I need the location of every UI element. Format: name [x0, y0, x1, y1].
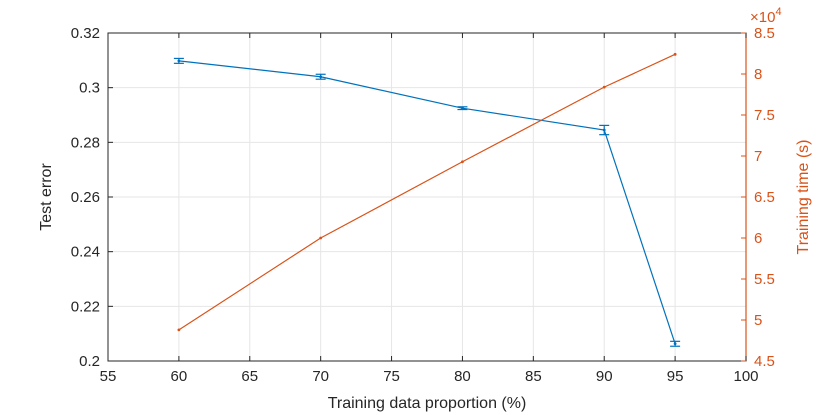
x-tick-label: 55 [100, 368, 117, 385]
data-point-right [319, 236, 323, 240]
y-left-tick-label: 0.2 [79, 353, 100, 370]
x-tick-label: 85 [525, 368, 542, 385]
y-right-tick-label: 6.5 [754, 189, 775, 206]
x-axis-title: Training data proportion (%) [328, 395, 527, 412]
y-right-tick-label: 7 [754, 148, 762, 165]
y-left-tick-label: 0.28 [71, 134, 100, 151]
y-right-tick-label: 8.5 [754, 25, 775, 42]
x-tick-label: 75 [383, 368, 400, 385]
data-point-right [673, 52, 677, 56]
x-tick-label: 70 [312, 368, 329, 385]
x-tick-label: 65 [241, 368, 258, 385]
y-left-tick-label: 0.3 [79, 80, 100, 97]
x-tick-label: 90 [596, 368, 613, 385]
y-right-tick-label: 7.5 [754, 107, 775, 124]
ticks: 55 60 65 70 75 80 85 90 95 1000.20.220.240.260.28… [71, 25, 775, 385]
multiplier-base: ×10 [750, 9, 775, 26]
y-right-multiplier: ×104 [750, 6, 782, 26]
y-left-tick-label: 0.24 [71, 244, 100, 261]
x-tick-label: 80 [454, 368, 471, 385]
y-left-axis-title: Test error [38, 163, 55, 231]
y-left-tick-label: 0.22 [71, 298, 100, 315]
y-right-tick-label: 6 [754, 230, 762, 247]
y-right-tick-label: 4.5 [754, 353, 775, 370]
series-line-right [178, 53, 676, 331]
grid [107, 32, 747, 362]
y-right-tick-label: 8 [754, 66, 762, 83]
data-point-right [461, 160, 464, 164]
x-tick-label: 95 [667, 368, 684, 385]
y-left-tick-label: 0.32 [71, 25, 100, 42]
series-line-left [178, 60, 676, 344]
y-right-tick-label: 5.5 [754, 271, 775, 288]
series [173, 52, 681, 347]
y-right-axis-title: Training time (s) [795, 140, 812, 255]
x-tick-label: 60 [171, 368, 188, 385]
data-point-right [177, 328, 181, 332]
data-point-right [602, 85, 606, 89]
y-right-tick-label: 5 [754, 312, 762, 329]
y-left-tick-label: 0.26 [71, 189, 100, 206]
multiplier-exponent: 4 [775, 6, 781, 18]
x-tick-label: 100 [733, 368, 758, 385]
